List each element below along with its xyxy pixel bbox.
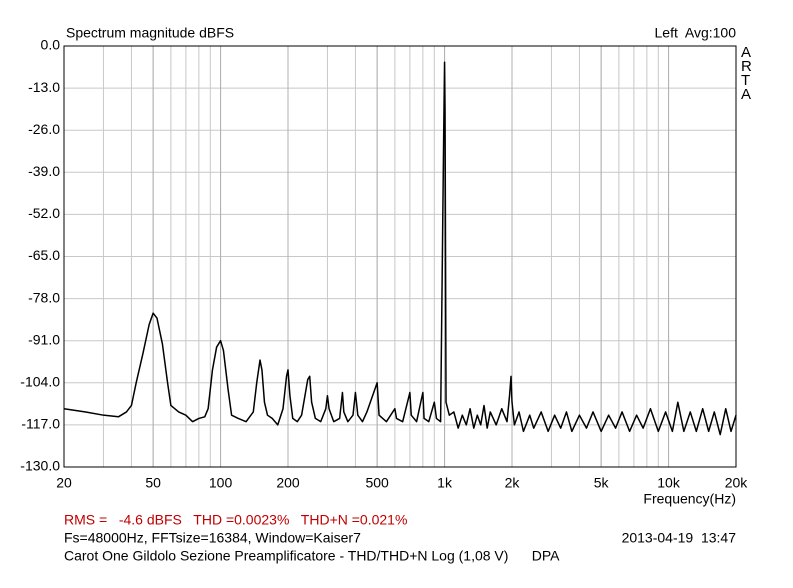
- info-line: Fs=48000Hz, FFTsize=16384, Window=Kaiser…: [64, 530, 361, 546]
- y-tick-label: -91.0: [28, 331, 60, 347]
- chart-title: Spectrum magnitude dBFS: [66, 25, 234, 41]
- y-tick-label: -104.0: [20, 374, 60, 390]
- y-tick-label: -117.0: [21, 416, 60, 432]
- x-axis-label: Frequency(Hz): [643, 491, 736, 507]
- y-tick-label: -65.0: [28, 247, 60, 263]
- x-tick-label: 1k: [437, 475, 453, 491]
- y-tick-label: -13.0: [28, 79, 60, 95]
- y-tick-label: -130.0: [20, 458, 60, 474]
- x-tick-label: 10k: [657, 475, 681, 491]
- y-tick-label: -39.0: [28, 163, 60, 179]
- channel-info: Left Avg:100: [655, 25, 737, 41]
- x-tick-label: 20: [56, 475, 72, 491]
- x-tick-label: 2k: [505, 475, 521, 491]
- x-tick-label: 200: [276, 475, 300, 491]
- y-tick-label: 0.0: [41, 37, 61, 53]
- spectrum-line: [63, 61, 737, 436]
- timestamp: 2013-04-19 13:47: [622, 530, 737, 546]
- x-tick-label: 20k: [725, 475, 749, 491]
- info-line: Carot One Gildolo Sezione Preamplificato…: [64, 548, 560, 564]
- x-tick-label: 100: [209, 475, 233, 491]
- y-tick-label: -78.0: [28, 289, 60, 305]
- y-tick-label: -26.0: [28, 121, 60, 137]
- x-tick-label: 500: [365, 475, 389, 491]
- plot-frame: [63, 45, 737, 468]
- brand: ARTA: [741, 44, 752, 103]
- x-tick-label: 50: [145, 475, 161, 491]
- info-line: RMS = -4.6 dBFS THD =0.0023% THD+N =0.02…: [64, 512, 407, 528]
- y-tick-label: -52.0: [28, 205, 60, 221]
- x-tick-label: 5k: [594, 475, 610, 491]
